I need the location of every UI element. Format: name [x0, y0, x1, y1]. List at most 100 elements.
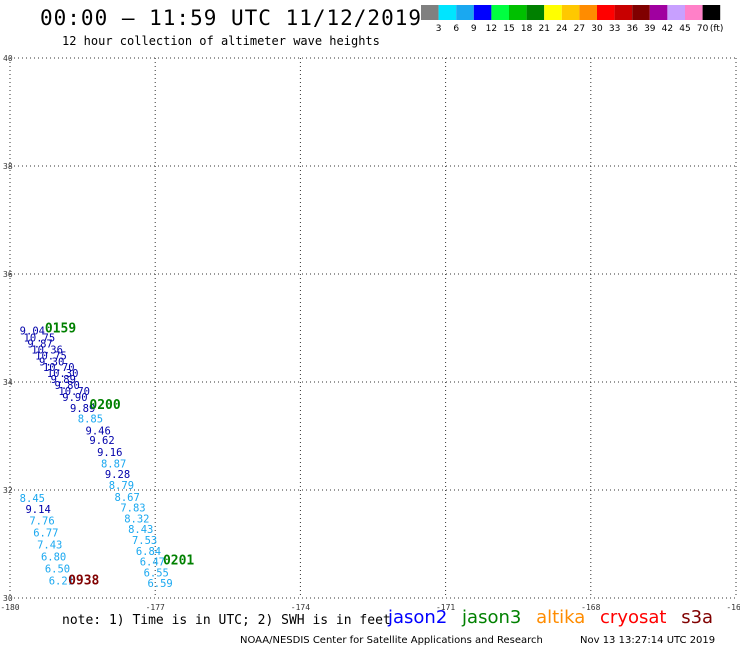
swh-value-jason2: 9.62	[89, 435, 114, 447]
swh-value-jason2: 10.30	[47, 368, 79, 380]
chart-title: 00:00 — 11:59 UTC 11/12/2019	[40, 6, 423, 30]
swh-value-jason3: 6.77	[33, 527, 58, 539]
axis-tick-labels: -180 -177 -174 -171 -168 -165 30 32 34 36 38 40	[0, 54, 740, 612]
swh-value-jason3: 6.55	[144, 567, 169, 579]
pass-time-label: 0938	[68, 574, 99, 589]
satellite-altika: altika	[536, 607, 586, 628]
color-scale-label: 30	[591, 24, 603, 34]
swh-value-jason2: 10.70	[43, 362, 75, 374]
satellite-cryosat: cryosat	[600, 607, 667, 628]
y-tick-label: 32	[3, 486, 13, 495]
swh-value-jason2: 9.87	[27, 338, 52, 350]
wave-height-map: -180 -177 -174 -171 -168 -165 30 32 34 36 38 40 9.0…	[0, 54, 740, 612]
x-tick-label: -174	[291, 603, 310, 612]
swh-value-jason2: 9.80	[55, 380, 80, 392]
color-swatch	[597, 5, 615, 20]
pass-time-label: 0159	[45, 321, 76, 336]
swh-value-jason2: 9.30	[39, 356, 64, 368]
y-tick-label: 38	[3, 162, 13, 171]
color-swatch	[702, 5, 721, 20]
color-swatch	[544, 5, 562, 20]
grid-lines	[9, 57, 737, 599]
swh-value-jason3: 7.76	[29, 516, 54, 528]
color-scale-unit: (ft)	[710, 24, 724, 34]
y-tick-label: 34	[3, 378, 13, 387]
swh-value-jason3: 8.67	[115, 492, 140, 504]
color-scale-label: 15	[503, 24, 514, 34]
swh-value-jason2: 9.89	[70, 403, 95, 415]
swh-value-jason3: 8.45	[20, 493, 45, 505]
chart-subtitle: 12 hour collection of altimeter wave hei…	[62, 34, 380, 48]
swh-value-jason3: 8.87	[101, 458, 126, 470]
swh-value-jason2: 9.16	[97, 447, 122, 459]
swh-value-jason2: 10.75	[24, 333, 56, 345]
color-scale-label: 33	[609, 24, 620, 34]
swh-value-jason3: 6.80	[41, 552, 66, 564]
color-swatch	[632, 5, 650, 20]
y-tick-label: 36	[3, 270, 13, 279]
swh-value-jason2: 10.75	[35, 350, 67, 362]
color-swatch	[421, 5, 439, 20]
color-scale-label: 42	[662, 24, 673, 34]
swh-value-jason3: 7.43	[37, 539, 62, 551]
swh-value-jason3: 7.53	[132, 535, 157, 547]
swh-value-jason2: 9.89	[51, 374, 76, 386]
color-scale-label: 18	[521, 24, 533, 34]
swh-value-jason2: 9.90	[62, 392, 87, 404]
y-tick-label: 40	[3, 54, 13, 63]
color-swatch	[579, 5, 597, 20]
x-tick-label: -165	[726, 603, 740, 612]
swh-value-jason3: 8.79	[109, 480, 134, 492]
color-scale-label: 21	[538, 24, 549, 34]
swh-value-jason3: 6.50	[45, 564, 70, 576]
x-tick-label: -171	[436, 603, 455, 612]
swh-value-jason2: 10.36	[31, 344, 63, 356]
color-swatch	[561, 5, 580, 20]
color-swatch	[456, 5, 474, 20]
color-scale-label: 6	[453, 24, 459, 34]
color-scale-label: 70	[697, 24, 709, 34]
credit-text: NOAA/NESDIS Center for Satellite Applica…	[240, 635, 543, 646]
swh-value-jason3: 6.84	[136, 546, 161, 558]
color-swatch	[509, 5, 527, 20]
swh-value-jason2: 10.70	[58, 386, 90, 398]
color-scale-legend: 3 6 9 12 15 18 21 24 27 30 33 36 39 42 45 70 (ft)	[421, 5, 724, 34]
color-scale-label: 24	[556, 24, 568, 34]
color-swatch	[491, 5, 509, 20]
color-swatch	[685, 5, 703, 20]
pass-time-label: 0200	[89, 398, 120, 413]
satellite-jason3: jason3	[462, 607, 522, 628]
swh-value-jason3: 6.47	[140, 557, 165, 569]
footnote: note: 1) Time is in UTC; 2) SWH is in fe…	[62, 613, 391, 628]
color-scale-label: 45	[679, 24, 690, 34]
color-scale-label: 39	[644, 24, 656, 34]
swh-value-jason3: 8.43	[128, 524, 153, 536]
x-tick-label: -177	[146, 603, 165, 612]
y-tick-label: 30	[3, 594, 13, 603]
swh-value-jason2: 9.46	[86, 425, 111, 437]
color-scale-label: 36	[626, 24, 638, 34]
color-swatch	[526, 5, 545, 20]
swh-value-jason3: 8.85	[78, 414, 103, 426]
color-swatch	[649, 5, 668, 20]
satellite-jason2: jason2	[388, 607, 448, 628]
color-scale-label: 12	[486, 24, 497, 34]
color-swatch	[473, 5, 492, 20]
color-swatch	[438, 5, 457, 20]
swh-value-jason2: 9.14	[25, 504, 50, 516]
satellite-legend: jason2 jason3 altika cryosat s3a	[388, 607, 722, 628]
timestamp-text: Nov 13 13:27:14 UTC 2019	[580, 635, 716, 646]
pass-time-label: 0201	[163, 554, 194, 569]
swh-value-jason2: 9.28	[105, 469, 130, 481]
color-scale-label: 27	[574, 24, 585, 34]
color-swatch	[614, 5, 633, 20]
swh-value-jason3: 8.32	[124, 513, 149, 525]
color-swatch	[667, 5, 685, 20]
swh-value-jason3: 7.83	[120, 503, 145, 515]
satellite-s3a: s3a	[681, 607, 714, 628]
x-tick-label: -168	[581, 603, 600, 612]
pass-time-labels: 0159 0200 0201 0938	[45, 321, 195, 588]
x-tick-label: -180	[0, 603, 19, 612]
swh-value-jason3: 6.59	[147, 578, 172, 590]
color-scale-label: 9	[471, 24, 477, 34]
